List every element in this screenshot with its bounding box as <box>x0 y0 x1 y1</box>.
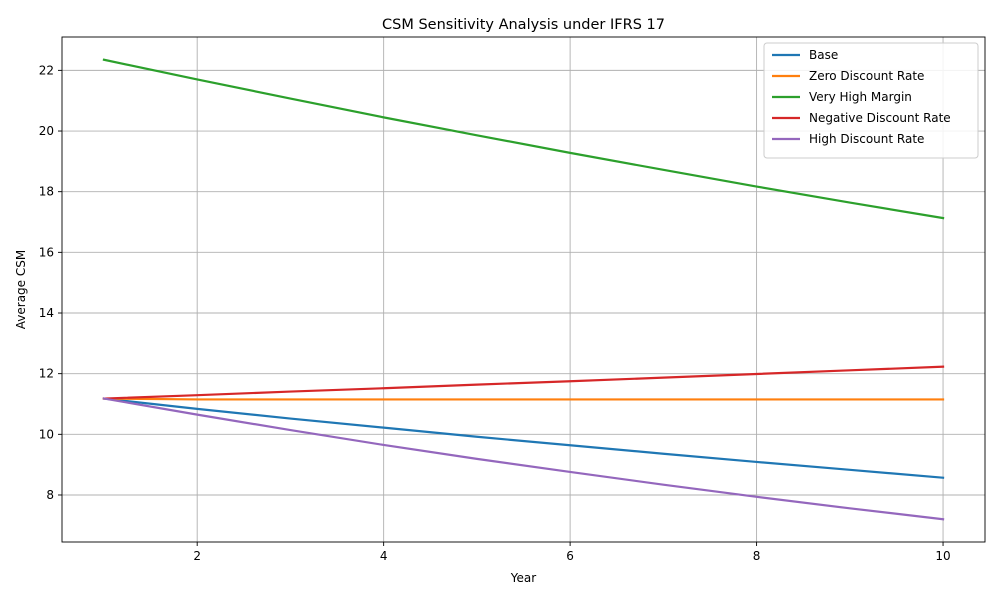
x-tick-label: 2 <box>193 549 201 563</box>
x-tick-label: 6 <box>566 549 574 563</box>
x-tick-label: 8 <box>753 549 761 563</box>
series-line-base <box>102 397 945 479</box>
y-tick-label: 18 <box>39 185 54 199</box>
y-axis-title: Average CSM <box>14 250 28 329</box>
y-tick-label: 22 <box>39 63 54 77</box>
chart-title: CSM Sensitivity Analysis under IFRS 17 <box>382 17 665 33</box>
series-line-zero-discount-rate <box>102 397 945 401</box>
y-tick-label: 20 <box>39 124 54 138</box>
plot-frame <box>61 36 986 543</box>
y-tick-label: 14 <box>39 306 54 320</box>
legend-label-high-discount-rate: High Discount Rate <box>809 132 924 146</box>
legend-label-very-high-margin: Very High Margin <box>809 90 912 104</box>
legend-label-base: Base <box>809 48 838 62</box>
series-line-negative-discount-rate <box>102 365 945 400</box>
legend-label-negative-discount-rate: Negative Discount Rate <box>809 111 951 125</box>
x-axis-title: Year <box>510 571 536 585</box>
legend-box <box>763 42 979 159</box>
y-tick-label: 8 <box>46 488 54 502</box>
y-tick-label: 12 <box>39 367 54 381</box>
legend: Base Zero Discount Rate Very High Margin Ne… <box>763 42 979 159</box>
series-line-high-discount-rate <box>102 397 945 521</box>
x-tick-label: 10 <box>935 549 950 563</box>
series-line-very-high-margin <box>102 58 945 220</box>
series-lines <box>102 58 945 521</box>
legend-label-zero-discount-rate: Zero Discount Rate <box>809 69 924 83</box>
y-tick-label: 10 <box>39 427 54 441</box>
axis-ticks: 2 4 6 8 10 8 10 12 14 16 18 20 22 <box>39 63 951 563</box>
x-tick-label: 4 <box>380 549 388 563</box>
y-tick-label: 16 <box>39 245 54 259</box>
